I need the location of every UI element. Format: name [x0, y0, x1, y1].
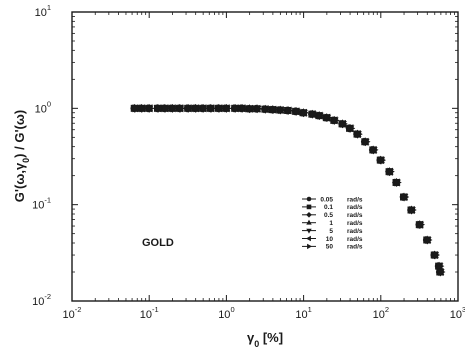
x-tick-label: 100 [218, 305, 234, 321]
legend-marker [305, 235, 311, 242]
y-tick-label: 10-2 [32, 292, 51, 308]
data-point [378, 156, 387, 165]
legend-unit: rad/s [347, 228, 363, 235]
data-point [208, 104, 217, 113]
legend-value: 10 [326, 236, 334, 243]
data-point [240, 104, 248, 113]
legend-marker [306, 219, 312, 225]
data-point [432, 251, 440, 260]
data-point [233, 104, 241, 113]
data-point [301, 108, 309, 117]
legend-value: 0.05 [320, 196, 333, 203]
series-50 [132, 104, 446, 277]
x-tick-label: 10-1 [140, 305, 159, 321]
legend-marker [307, 243, 313, 250]
annotation-gold: GOLD [142, 237, 174, 249]
x-axis-ticks: 10-2 10-1 100 101 102 103 [63, 12, 465, 321]
legend-value: 0.1 [324, 204, 333, 211]
x-tick-label: 103 [450, 305, 465, 321]
data-point [155, 104, 164, 113]
data-point [409, 205, 417, 215]
data-point [255, 104, 263, 113]
series-0.05 [130, 104, 444, 276]
plot-frame [71, 11, 459, 302]
legend-marker [306, 204, 312, 210]
data-point [247, 104, 255, 113]
y-tick-label: 101 [35, 3, 51, 19]
x-tick-label: 101 [295, 305, 311, 321]
legend-unit: rad/s [347, 220, 363, 227]
legend-value: 0.5 [324, 212, 333, 219]
data-point [425, 235, 433, 245]
data-point [347, 124, 356, 133]
data-point [437, 262, 445, 271]
data-point [147, 104, 155, 113]
x-tick-label: 102 [373, 305, 389, 321]
data-points [130, 103, 446, 277]
data-point [401, 193, 410, 202]
data-point [285, 106, 294, 115]
data-point [417, 220, 426, 229]
data-point [170, 104, 178, 113]
data-point [224, 104, 232, 113]
data-point [162, 104, 171, 113]
data-point [371, 145, 379, 154]
x-axis-title: γ0 [%] [247, 330, 283, 349]
legend-marker [306, 196, 312, 202]
data-point [363, 137, 371, 146]
data-point [324, 113, 333, 122]
legend-marker [306, 228, 312, 234]
data-point [186, 104, 194, 113]
series-10 [130, 104, 444, 277]
y-tick-label: 100 [35, 99, 51, 115]
legend: 0.05 rad/s 0.1 rad/s 0.5 rad/s 1 rad/s 5 rad/s 10 r… [302, 196, 363, 251]
data-point [438, 267, 446, 277]
data-point [278, 106, 286, 115]
data-point [387, 167, 395, 176]
legend-value: 1 [329, 220, 333, 227]
legend-unit: rad/s [347, 236, 363, 243]
legend-value: 50 [326, 244, 334, 251]
y-axis-title: G'(ω,γ0) / G'(ω) [12, 110, 31, 202]
data-point [355, 130, 363, 139]
data-point [139, 104, 147, 113]
data-point [270, 105, 279, 114]
series-5 [130, 105, 445, 277]
legend-unit: rad/s [347, 204, 363, 211]
series-0.1 [130, 104, 444, 276]
series-0.5 [130, 104, 445, 277]
data-point [394, 178, 402, 187]
legend-marker [306, 211, 312, 218]
legend-value: 5 [329, 228, 333, 235]
data-point [132, 104, 140, 113]
x-tick-label: 10-2 [63, 305, 82, 321]
data-point [294, 107, 302, 116]
data-point [332, 116, 340, 125]
data-point [310, 110, 318, 119]
data-point [263, 105, 271, 114]
data-point [340, 119, 348, 128]
series-1 [130, 103, 445, 275]
legend-unit: rad/s [347, 212, 363, 219]
data-point [177, 104, 186, 113]
legend-unit: rad/s [347, 196, 363, 203]
data-point [193, 104, 201, 113]
data-point [201, 104, 209, 113]
legend-unit: rad/s [347, 244, 363, 251]
data-point [317, 111, 325, 120]
data-point [216, 104, 225, 113]
y-tick-label: 10-1 [32, 196, 51, 212]
